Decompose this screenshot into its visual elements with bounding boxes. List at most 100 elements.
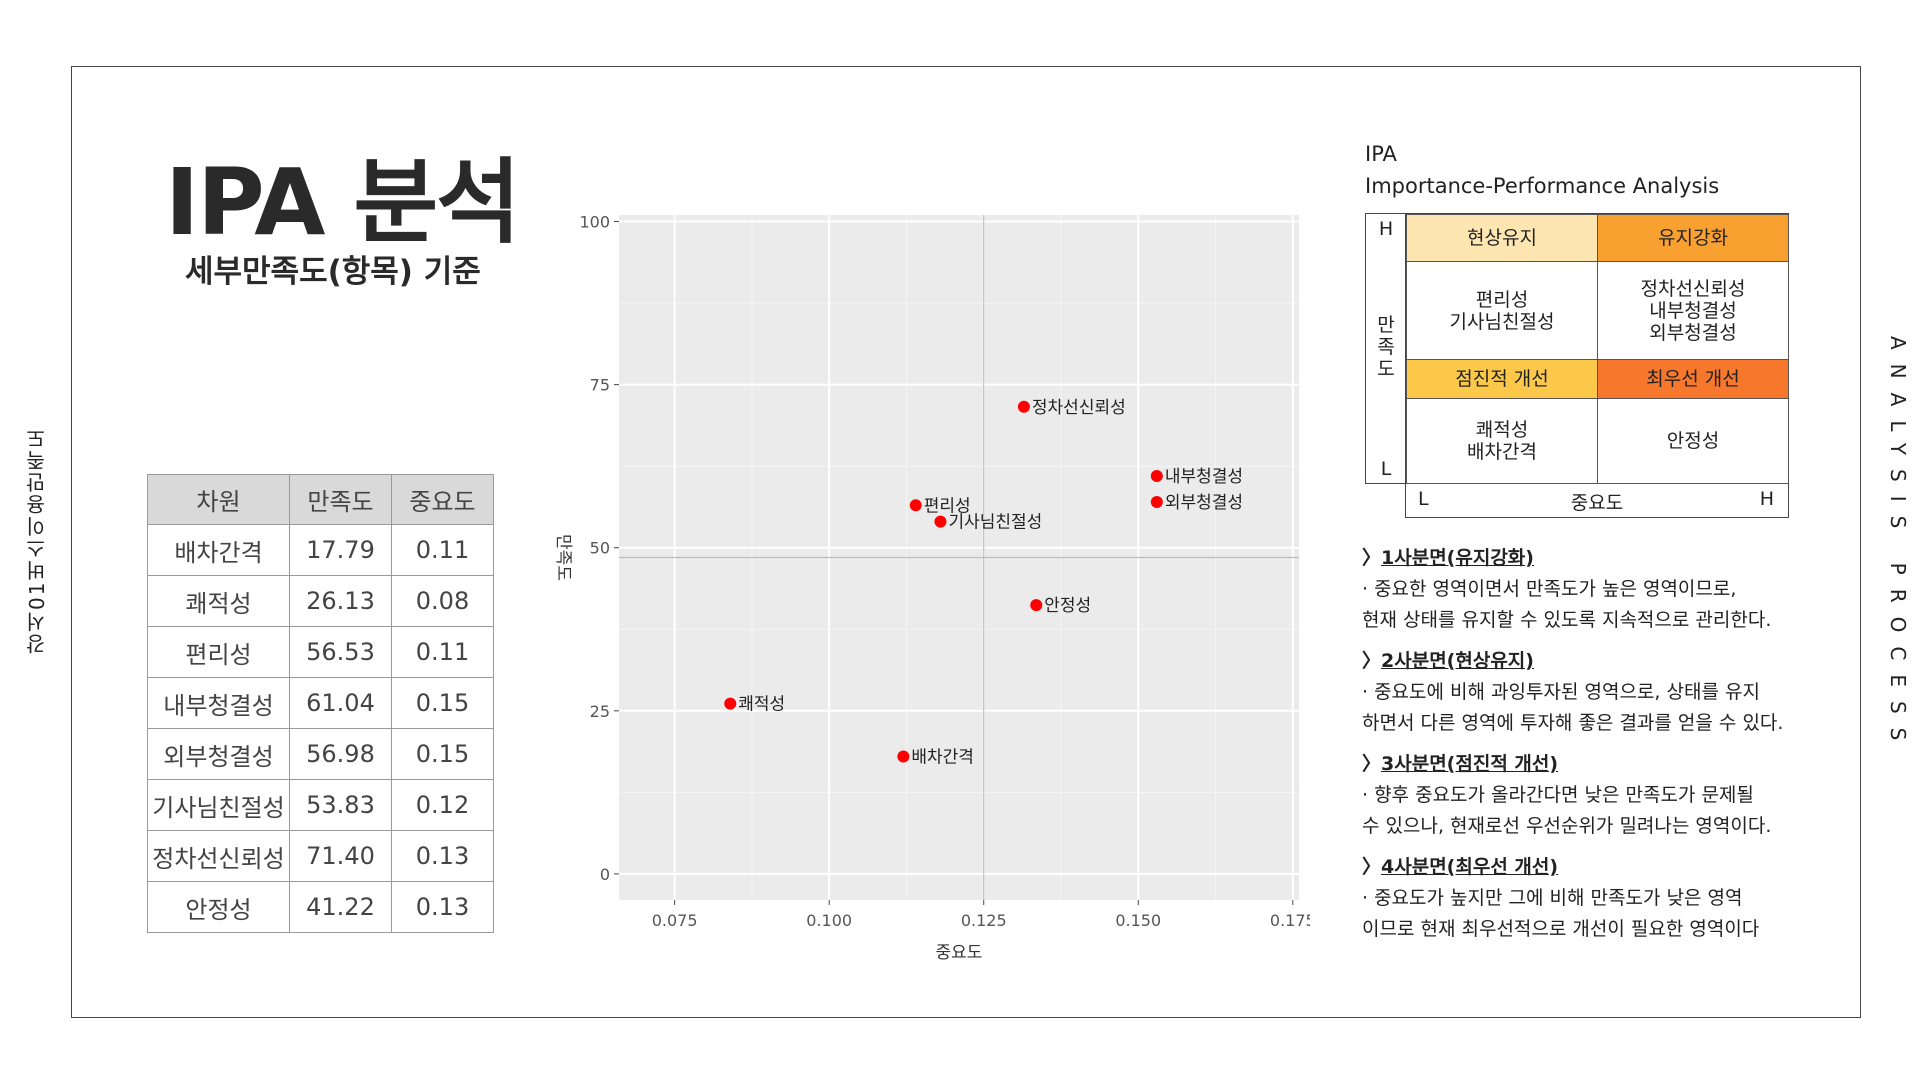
y-tick-label: 75 xyxy=(590,376,610,395)
table-cell: 외부청결성 xyxy=(147,728,290,780)
table-cell: 71.40 xyxy=(289,830,392,882)
data-point xyxy=(909,499,922,512)
table-row: 기사님친절성 53.83 0.12 xyxy=(147,779,494,831)
table-header-row: 차원 만족도 중요도 xyxy=(147,474,494,525)
point-label: 외부청결성 xyxy=(1165,493,1243,513)
quadrant-1-items: 정차선신뢰성 내부청결성 외부청결성 xyxy=(1597,261,1789,360)
side-caption-left: 강서01버스이용만족도 xyxy=(25,426,49,654)
description-block: 〉1사분면(유지강화) · 중요한 영역이면서 만족도가 높은 영역이므로, 현… xyxy=(1362,543,1862,636)
table-cell: 26.13 xyxy=(289,575,392,627)
ipa-heading-line1: IPA xyxy=(1365,142,1397,166)
table-row: 쾌적성 26.13 0.08 xyxy=(147,575,494,627)
side-caption-right: ANALYSIS PROCESS xyxy=(1886,335,1910,755)
page-title: IPA 분석 xyxy=(165,149,521,256)
point-label: 쾌적성 xyxy=(738,695,785,715)
table-cell: 배차간격 xyxy=(147,524,290,576)
description-body: · 향후 중요도가 올라간다면 낮은 만족도가 문제될 수 있으나, 현재로선 … xyxy=(1362,784,1772,837)
matrix-x-axis: L 중요도 H xyxy=(1405,484,1789,518)
point-label: 기사님친절성 xyxy=(948,513,1042,533)
y-axis-label: 만족도 xyxy=(553,534,573,581)
data-point xyxy=(934,515,947,528)
x-tick-label: 0.100 xyxy=(806,911,852,930)
table-cell: 56.98 xyxy=(289,728,392,780)
table-cell: 0.08 xyxy=(391,575,494,627)
table-cell: 0.13 xyxy=(391,830,494,882)
table-cell: 편리성 xyxy=(147,626,290,678)
data-point xyxy=(1150,469,1163,482)
quadrant-4-items: 안정성 xyxy=(1597,398,1789,484)
table-cell: 안정성 xyxy=(147,881,290,933)
x-tick-label: 0.125 xyxy=(961,911,1007,930)
point-label: 내부청결성 xyxy=(1165,467,1243,487)
ipa-scatter-chart: 0.075 0.100 0.125 0.150 0.175 0 25 50 75 100 정차선신뢰… xyxy=(553,213,1310,963)
description-body: · 중요도가 높지만 그에 비해 만족도가 낮은 영역 이므로 현재 최우선적으… xyxy=(1362,887,1760,940)
matrix-grid: 현상유지 유지강화 편리성 기사님친절성 정차선신뢰성 내부청결성 외부청결성 … xyxy=(1405,213,1789,484)
ipa-heading-line2: Importance-Performance Analysis xyxy=(1365,174,1720,198)
table-cell: 정차선신뢰성 xyxy=(147,830,290,882)
y-tick-label: 25 xyxy=(590,702,610,721)
table-cell: 0.13 xyxy=(391,881,494,933)
table-cell: 41.22 xyxy=(289,881,392,933)
data-point xyxy=(724,697,737,710)
quadrant-4-title: 최우선 개선 xyxy=(1597,359,1789,399)
description-block: 〉2사분면(현상유지) · 중요도에 비해 과잉투자된 영역으로, 상태를 유지… xyxy=(1362,646,1862,739)
table-header: 중요도 xyxy=(391,474,494,525)
point-label: 배차간격 xyxy=(911,747,974,767)
matrix-y-high: H xyxy=(1378,218,1394,240)
table-cell: 0.15 xyxy=(391,677,494,729)
table-cell: 0.15 xyxy=(391,728,494,780)
table-row: 외부청결성 56.98 0.15 xyxy=(147,728,494,780)
description-body: · 중요도에 비해 과잉투자된 영역으로, 상태를 유지 하면서 다른 영역에 … xyxy=(1362,681,1784,734)
table-cell: 쾌적성 xyxy=(147,575,290,627)
data-point xyxy=(1030,599,1043,612)
table-row: 안정성 41.22 0.13 xyxy=(147,881,494,933)
matrix-y-axis: H 만족도 L xyxy=(1365,213,1405,484)
quadrant-2-items: 편리성 기사님친절성 xyxy=(1406,261,1598,360)
point-label: 안정성 xyxy=(1044,596,1091,616)
y-tick-label: 100 xyxy=(579,213,610,232)
point-label: 편리성 xyxy=(924,496,971,516)
table-cell: 53.83 xyxy=(289,779,392,831)
slide-frame xyxy=(71,66,1861,1018)
table-row: 정차선신뢰성 71.40 0.13 xyxy=(147,830,494,882)
data-point xyxy=(1150,496,1163,509)
matrix-x-high: H xyxy=(1759,488,1774,510)
description-heading: 〉4사분면(최우선 개선) xyxy=(1362,856,1559,878)
description-block: 〉4사분면(최우선 개선) · 중요도가 높지만 그에 비해 만족도가 낮은 영… xyxy=(1362,852,1862,945)
description-heading: 〉3사분면(점진적 개선) xyxy=(1362,753,1559,775)
description-block: 〉3사분면(점진적 개선) · 향후 중요도가 올라간다면 낮은 만족도가 문제… xyxy=(1362,749,1862,842)
table-cell: 0.11 xyxy=(391,626,494,678)
table-row: 편리성 56.53 0.11 xyxy=(147,626,494,678)
x-tick-label: 0.075 xyxy=(652,911,698,930)
matrix-x-label: 중요도 xyxy=(1570,492,1624,514)
table-cell: 17.79 xyxy=(289,524,392,576)
table-cell: 0.12 xyxy=(391,779,494,831)
x-axis-label: 중요도 xyxy=(936,943,983,963)
quadrant-2-title: 현상유지 xyxy=(1406,214,1598,262)
ipa-quadrant-matrix: H 만족도 L 현상유지 유지강화 편리성 기사님친절성 정차선신뢰성 내부청결… xyxy=(1365,213,1789,518)
description-body: · 중요한 영역이면서 만족도가 높은 영역이므로, 현재 상태를 유지할 수 … xyxy=(1362,578,1772,631)
table-cell: 기사님친절성 xyxy=(147,779,290,831)
quadrant-3-items: 쾌적성 배차간격 xyxy=(1406,398,1598,484)
satisfaction-table: 차원 만족도 중요도 배차간격 17.79 0.11 쾌적성 26.13 0.08 편리… xyxy=(147,474,494,933)
quadrant-descriptions: 〉1사분면(유지강화) · 중요한 영역이면서 만족도가 높은 영역이므로, 현… xyxy=(1362,543,1862,955)
ipa-heading: IPA Importance-Performance Analysis xyxy=(1365,138,1719,202)
table-cell: 내부청결성 xyxy=(147,677,290,729)
y-tick-label: 0 xyxy=(600,865,610,884)
table-row: 내부청결성 61.04 0.15 xyxy=(147,677,494,729)
data-point xyxy=(1017,400,1030,413)
table-cell: 56.53 xyxy=(289,626,392,678)
matrix-x-low: L xyxy=(1418,488,1429,510)
x-tick-label: 0.150 xyxy=(1115,911,1161,930)
table-header: 만족도 xyxy=(289,474,392,525)
page-subtitle: 세부만족도(항목) 기준 xyxy=(185,254,481,290)
point-label: 정차선신뢰성 xyxy=(1032,398,1126,418)
data-point xyxy=(897,750,910,763)
description-heading: 〉1사분면(유지강화) xyxy=(1362,547,1534,569)
quadrant-1-title: 유지강화 xyxy=(1597,214,1789,262)
quadrant-3-title: 점진적 개선 xyxy=(1406,359,1598,399)
table-cell: 61.04 xyxy=(289,677,392,729)
description-heading: 〉2사분면(현상유지) xyxy=(1362,650,1534,672)
matrix-y-low: L xyxy=(1380,458,1392,480)
x-tick-label: 0.175 xyxy=(1270,911,1310,930)
